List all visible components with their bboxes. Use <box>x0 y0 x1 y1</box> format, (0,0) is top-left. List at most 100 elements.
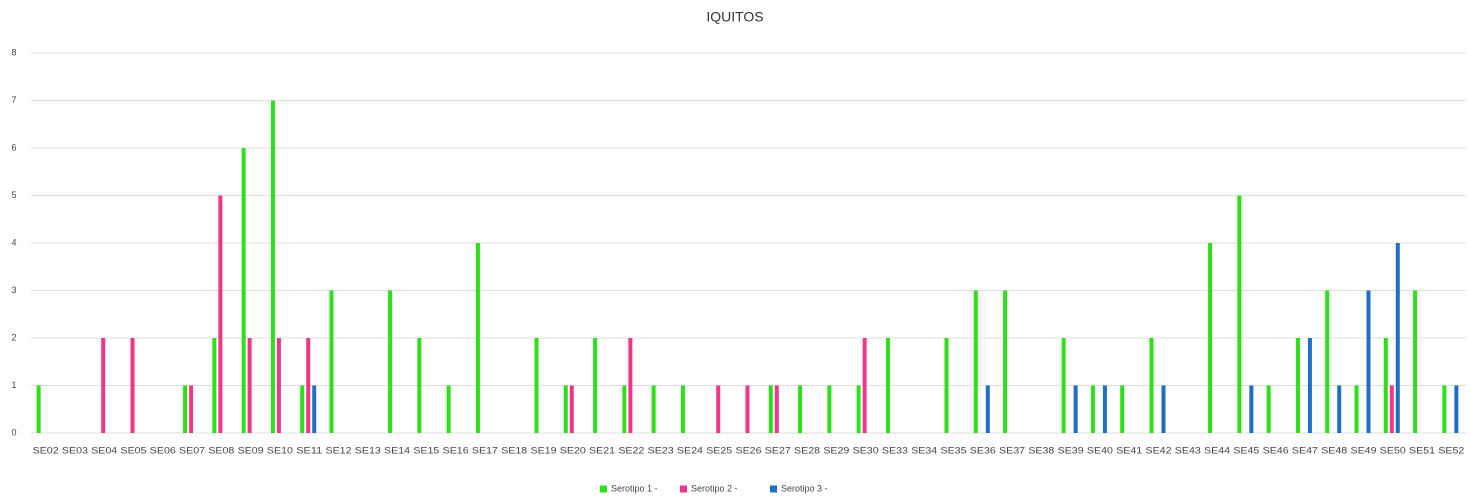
bar <box>1383 338 1388 433</box>
bar <box>1102 385 1107 433</box>
bar <box>388 290 393 433</box>
bar <box>628 338 633 433</box>
bar <box>312 385 317 433</box>
y-tick-label: 1 <box>11 380 16 390</box>
bar <box>1442 385 1447 433</box>
bar <box>1366 290 1371 433</box>
x-tick-label: SE13 <box>355 445 381 455</box>
x-tick-label: SE19 <box>531 445 557 455</box>
x-tick-label: SE05 <box>121 445 147 455</box>
bar <box>475 243 480 433</box>
x-tick-label: SE15 <box>413 445 439 455</box>
x-tick-label: SE43 <box>1175 445 1201 455</box>
bar <box>1090 385 1095 433</box>
bar <box>1307 338 1312 433</box>
bar <box>1161 385 1166 433</box>
x-tick-label: SE36 <box>970 445 996 455</box>
x-tick-label: SE10 <box>267 445 293 455</box>
x-tick-label: SE50 <box>1380 445 1406 455</box>
bar <box>716 385 721 433</box>
bar <box>798 385 803 433</box>
bar <box>1454 385 1459 433</box>
bar <box>1249 385 1254 433</box>
x-tick-label: SE35 <box>941 445 967 455</box>
x-tick-label: SE27 <box>765 445 791 455</box>
x-tick-label: SE03 <box>62 445 88 455</box>
bar <box>212 338 217 433</box>
x-tick-label: SE41 <box>1116 445 1142 455</box>
x-tick-label: SE29 <box>823 445 849 455</box>
bar <box>329 290 334 433</box>
bar <box>862 338 867 433</box>
bar <box>101 338 106 433</box>
y-tick-label: 5 <box>11 190 16 200</box>
bar <box>241 148 246 433</box>
x-tick-label: SE24 <box>677 445 703 455</box>
x-tick-label: SE45 <box>1233 445 1259 455</box>
x-tick-label: SE51 <box>1409 445 1435 455</box>
bar <box>856 385 861 433</box>
x-tick-label: SE39 <box>1058 445 1084 455</box>
x-tick-label: SE12 <box>326 445 352 455</box>
x-tick-label: SE20 <box>560 445 586 455</box>
bar <box>1149 338 1154 433</box>
legend-label: Serotipo 1 - <box>611 483 658 493</box>
bar <box>651 385 656 433</box>
bar <box>446 385 451 433</box>
x-tick-label: SE07 <box>179 445 205 455</box>
legend-swatch <box>770 485 777 493</box>
bar <box>1295 338 1300 433</box>
bar <box>130 338 135 433</box>
bar <box>1389 385 1394 433</box>
bar <box>276 338 281 433</box>
bar <box>593 338 598 433</box>
x-tick-label: SE17 <box>472 445 498 455</box>
bar <box>622 385 627 433</box>
bar <box>985 385 990 433</box>
x-tick-label: SE21 <box>589 445 615 455</box>
x-tick-label: SE22 <box>618 445 644 455</box>
bar <box>417 338 422 433</box>
y-tick-label: 8 <box>11 47 16 57</box>
x-tick-label: SE02 <box>33 445 59 455</box>
bar <box>218 195 223 433</box>
bar <box>1325 290 1330 433</box>
bar <box>944 338 949 433</box>
bar <box>1003 290 1008 433</box>
bar <box>680 385 685 433</box>
bar <box>189 385 194 433</box>
bar <box>1413 290 1418 433</box>
x-tick-label: SE38 <box>1028 445 1054 455</box>
x-tick-label: SE33 <box>882 445 908 455</box>
bar <box>774 385 779 433</box>
x-tick-label: SE46 <box>1263 445 1289 455</box>
y-tick-label: 0 <box>11 427 16 437</box>
x-tick-label: SE09 <box>238 445 264 455</box>
bar <box>1073 385 1078 433</box>
bar <box>300 385 305 433</box>
legend-label: Serotipo 2 - <box>691 483 738 493</box>
x-tick-label: SE44 <box>1204 445 1230 455</box>
bar <box>745 385 750 433</box>
x-tick-label: SE25 <box>706 445 732 455</box>
bar <box>1337 385 1342 433</box>
x-tick-label: SE14 <box>384 445 410 455</box>
bar <box>1208 243 1213 433</box>
x-tick-label: SE49 <box>1351 445 1377 455</box>
bar <box>1354 385 1359 433</box>
x-tick-label: SE34 <box>911 445 937 455</box>
x-tick-label: SE52 <box>1438 445 1464 455</box>
x-tick-label: SE11 <box>296 445 322 455</box>
y-tick-label: 6 <box>11 142 16 152</box>
x-tick-label: SE40 <box>1087 445 1113 455</box>
bar <box>1266 385 1271 433</box>
x-tick-label: SE30 <box>853 445 879 455</box>
bar <box>1061 338 1066 433</box>
x-tick-label: SE28 <box>794 445 820 455</box>
chart-title: IQUITOS <box>706 9 763 25</box>
x-tick-label: SE47 <box>1292 445 1318 455</box>
y-tick-label: 4 <box>11 237 16 247</box>
x-tick-label: SE18 <box>501 445 527 455</box>
bar <box>768 385 773 433</box>
legend-swatch <box>680 485 687 493</box>
